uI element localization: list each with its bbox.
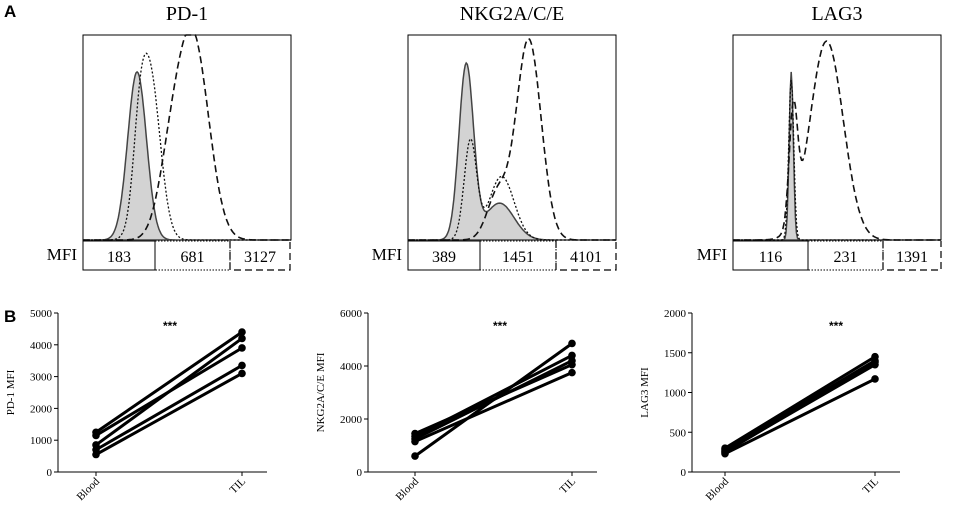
x-tick-label: TIL: [228, 475, 249, 496]
y-axis-label: PD-1 MFI: [5, 369, 17, 415]
data-point-til: [568, 368, 576, 377]
histogram-panels: PD-1 MFI 183 681 3127 NKG2A/C/E MFI 389 1451 4101…: [47, 3, 942, 271]
y-tick-label: 1000: [30, 435, 53, 447]
x-tick-label: Blood: [394, 475, 422, 503]
y-tick-label: 4000: [30, 340, 53, 352]
data-point-blood: [92, 450, 100, 459]
mfi-box-dashed: [229, 241, 291, 271]
y-tick-label: 1000: [664, 388, 687, 400]
y-tick-label: 4000: [340, 361, 363, 373]
histogram-curve-dashed: [733, 40, 941, 241]
y-tick-label: 2000: [664, 308, 687, 320]
data-point-til: [568, 339, 576, 348]
data-point-til: [238, 344, 246, 352]
histogram-curve-control-solid: [408, 61, 616, 241]
mfi-value-dotted: 1451: [502, 249, 534, 266]
donor-line: [724, 355, 876, 450]
data-point-til: [568, 356, 576, 365]
mfi-box-dashed: [555, 241, 617, 271]
panel-label-b: B: [4, 307, 16, 326]
histogram-frame: [82, 34, 292, 241]
data-point-til: [238, 328, 246, 336]
histogram-curve-control-solid: [83, 70, 291, 241]
x-tick-label: TIL: [558, 475, 579, 496]
donor-line: [95, 337, 243, 447]
mfi-value-solid: 183: [107, 249, 131, 266]
y-tick-label: 1500: [664, 348, 687, 360]
mfi-value-dashed: 3127: [244, 249, 276, 266]
donor-line: [95, 372, 243, 456]
histogram-title: LAG3: [811, 3, 862, 25]
mfi-box-dotted: [154, 240, 231, 271]
y-tick-label: 5000: [30, 308, 53, 320]
histogram-curve-dotted: [733, 80, 941, 241]
data-point-til: [238, 369, 246, 378]
x-tick-label: Blood: [75, 475, 103, 503]
y-tick-label: 0: [681, 467, 687, 479]
y-tick-label: 3000: [30, 372, 53, 384]
paired-plot-2: 0 2000 4000 6000 NKG2A/C/E MFI Blood TIL ***: [315, 308, 597, 503]
histogram-panel-3: LAG3 MFI 116 231 1391: [697, 3, 942, 271]
data-point-blood: [721, 449, 729, 458]
data-point-blood: [92, 431, 100, 440]
data-point-til: [871, 375, 879, 383]
donor-line: [95, 364, 243, 452]
x-tick-label: Blood: [704, 475, 732, 503]
histogram-curve-dotted: [83, 52, 291, 241]
mfi-value-solid: 389: [432, 249, 456, 266]
donor-line: [414, 371, 573, 443]
y-tick-label: 2000: [30, 403, 53, 415]
y-axis-label: NKG2A/C/E MFI: [315, 352, 327, 432]
data-point-til: [871, 358, 879, 367]
mfi-value-dashed: 4101: [570, 249, 602, 266]
y-tick-label: 6000: [340, 308, 363, 320]
mfi-box-dashed: [882, 241, 942, 271]
mfi-label: MFI: [697, 245, 728, 264]
y-tick-label: 0: [357, 467, 363, 479]
histogram-panel-2: NKG2A/C/E MFI 389 1451 4101: [372, 3, 617, 271]
histogram-title: NKG2A/C/E: [460, 3, 564, 25]
paired-plot-3: 0 500 1000 1500 2000 LAG3 MFI Blood TIL ***: [639, 308, 900, 503]
histogram-title: PD-1: [166, 3, 208, 25]
mfi-value-dotted: 681: [181, 249, 205, 266]
donor-line: [414, 342, 573, 458]
y-axis-label: LAG3 MFI: [639, 367, 651, 418]
histogram-curve-dashed: [83, 34, 291, 241]
mfi-label: MFI: [47, 245, 78, 264]
donor-line: [724, 377, 876, 456]
data-point-til: [238, 361, 246, 370]
data-point-til: [238, 334, 246, 343]
significance-marker: ***: [829, 319, 843, 333]
mfi-label: MFI: [372, 245, 403, 264]
histogram-frame: [407, 34, 617, 241]
mfi-value-solid: 116: [759, 249, 782, 266]
significance-marker: ***: [493, 319, 507, 333]
panel-label-a: A: [4, 2, 16, 21]
histogram-frame: [732, 34, 942, 241]
paired-plot-1: 0 1000 2000 3000 4000 5000 PD-1 MFI Blood TIL ***: [5, 308, 267, 503]
data-point-blood: [411, 437, 419, 446]
histogram-curve-dashed: [408, 37, 616, 241]
donor-line: [95, 330, 243, 434]
mfi-value-dashed: 1391: [896, 249, 928, 266]
mfi-box-dotted: [807, 240, 884, 271]
y-tick-label: 500: [670, 427, 687, 439]
x-tick-label: TIL: [861, 475, 882, 496]
histogram-curve-control-solid: [733, 71, 941, 241]
data-point-blood: [411, 452, 419, 460]
y-tick-label: 2000: [340, 414, 363, 426]
data-point-til: [568, 351, 576, 360]
y-tick-label: 0: [47, 467, 53, 479]
significance-marker: ***: [163, 319, 177, 333]
histogram-panel-1: PD-1 MFI 183 681 3127: [47, 3, 292, 271]
donor-line: [724, 361, 876, 454]
mfi-value-dotted: 231: [834, 249, 858, 266]
donor-line: [414, 354, 573, 438]
